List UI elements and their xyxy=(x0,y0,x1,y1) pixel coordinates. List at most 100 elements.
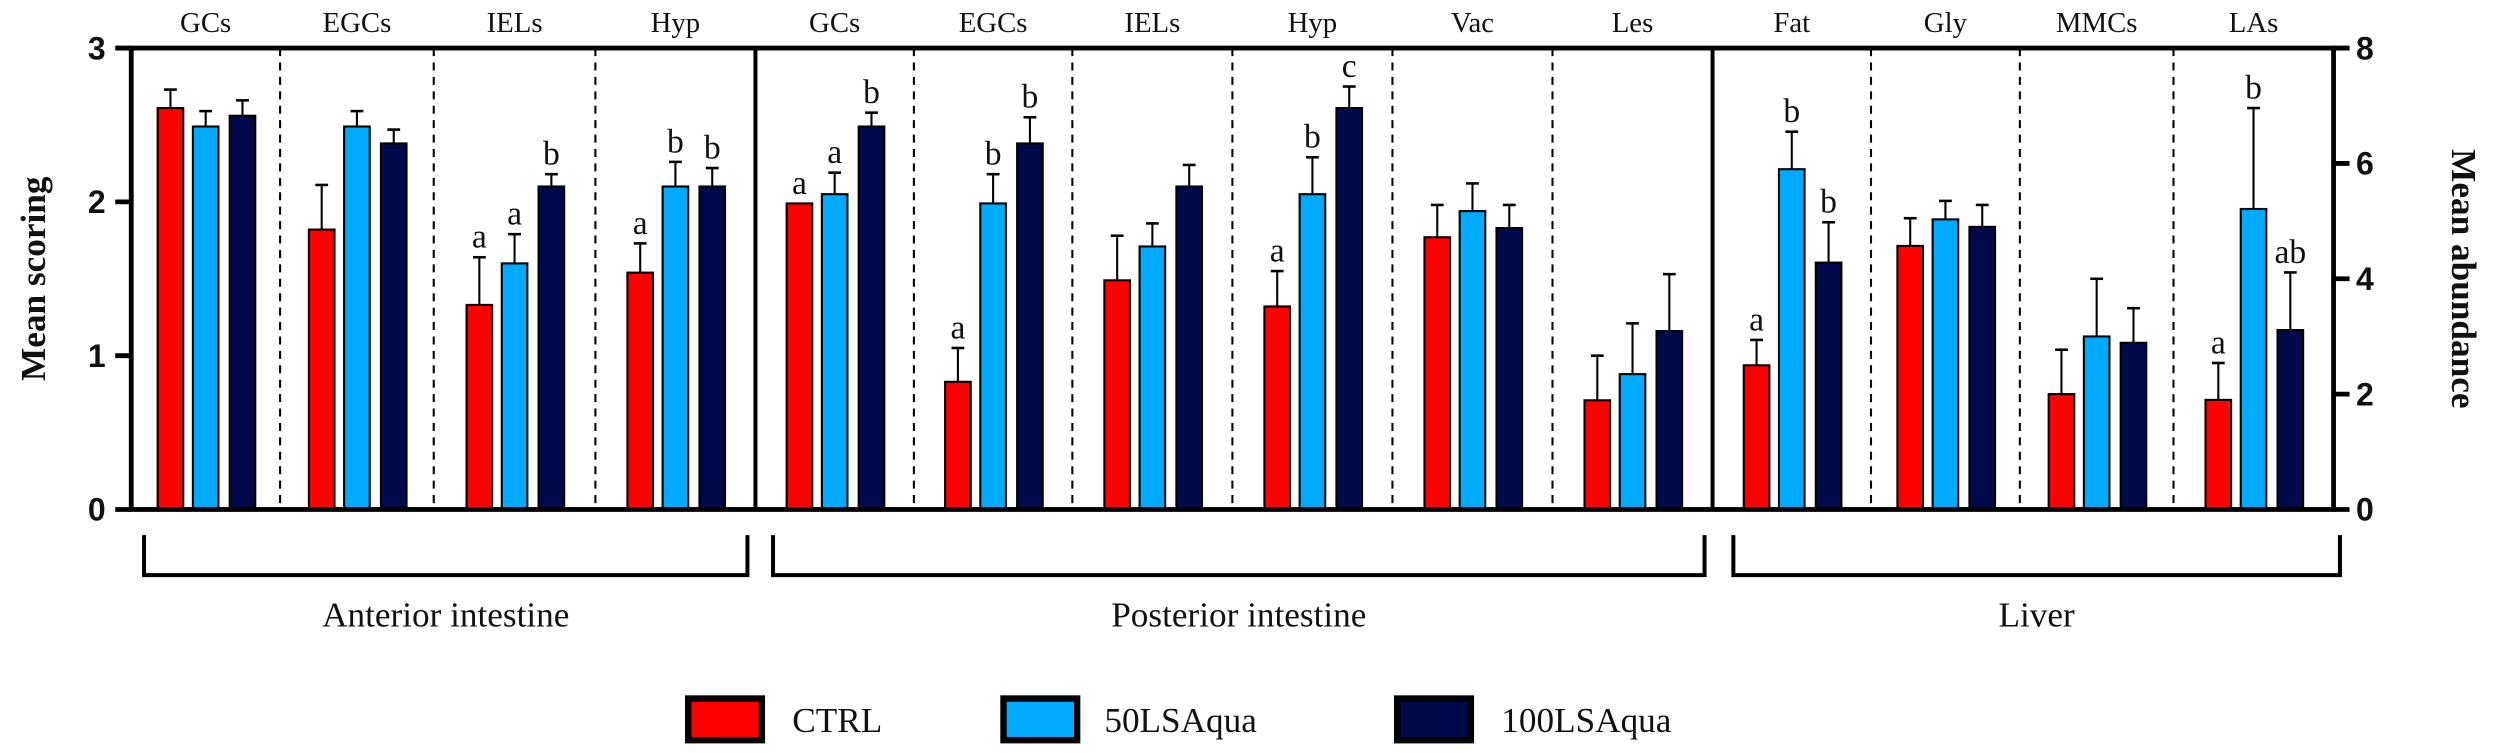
bar-ctrl xyxy=(1103,279,1132,511)
bar-100lsaqua xyxy=(379,142,408,511)
bar-100lsaqua xyxy=(1175,185,1204,511)
bar-100lsaqua xyxy=(1335,107,1364,511)
bar-100lsaqua xyxy=(698,185,727,511)
significance-letter: b xyxy=(704,129,721,166)
bar-ctrl xyxy=(1583,399,1612,511)
legend-label: 50LSAqua xyxy=(1104,701,1257,740)
significance-letter: b xyxy=(2245,69,2262,106)
bar-50lsaqua xyxy=(1458,210,1487,511)
category-label: GCs xyxy=(809,7,860,39)
bar-50lsaqua xyxy=(1931,218,1960,511)
bar-ctrl xyxy=(1742,364,1771,511)
category-label: Fat xyxy=(1773,7,1810,39)
significance-letter: ab xyxy=(2274,234,2306,271)
bar-50lsaqua xyxy=(820,193,849,511)
group-bracket xyxy=(1731,535,2342,578)
y-right-tick-label: 6 xyxy=(2356,146,2374,182)
bar-100lsaqua xyxy=(1655,330,1684,511)
y-right-tick-label: 4 xyxy=(2356,261,2374,297)
bar-50lsaqua xyxy=(1138,245,1167,511)
significance-letter: c xyxy=(1342,48,1357,85)
significance-letter: a xyxy=(1749,301,1764,338)
y-left-tick-label: 1 xyxy=(88,338,106,374)
bar-50lsaqua xyxy=(1777,168,1806,511)
bar-100lsaqua xyxy=(1968,225,1997,511)
plot-frame xyxy=(128,45,2336,512)
y-right-tick-label: 0 xyxy=(2356,492,2374,528)
category-label: EGCs xyxy=(959,7,1028,39)
bar-50lsaqua xyxy=(343,125,371,511)
bar-50lsaqua xyxy=(661,185,690,511)
bar-50lsaqua xyxy=(2082,335,2111,511)
bar-50lsaqua xyxy=(979,202,1007,511)
legend-swatch xyxy=(1394,695,1475,744)
category-label: Hyp xyxy=(651,7,701,39)
bar-50lsaqua xyxy=(1298,193,1327,511)
significance-letter: b xyxy=(985,136,1002,173)
category-label: LAs xyxy=(2229,7,2279,39)
category-label: Les xyxy=(1612,7,1654,39)
bar-ctrl xyxy=(156,107,185,511)
significance-letter: a xyxy=(2211,324,2226,361)
bar-50lsaqua xyxy=(2239,207,2268,511)
bar-100lsaqua xyxy=(1016,142,1044,511)
y-left-tick-label: 2 xyxy=(88,184,106,220)
y-left-tick-label: 3 xyxy=(88,30,106,66)
y-right-tick-label: 8 xyxy=(2356,30,2374,66)
category-label: GCs xyxy=(180,7,231,39)
category-label: MMCs xyxy=(2056,7,2138,39)
bar-ctrl xyxy=(626,271,655,511)
bar-100lsaqua xyxy=(537,185,566,511)
significance-letter: b xyxy=(863,74,880,111)
bar-100lsaqua xyxy=(1814,261,1843,511)
category-label: Gly xyxy=(1924,7,1968,39)
legend-swatch xyxy=(685,695,766,744)
bar-100lsaqua xyxy=(1495,226,1524,511)
bar-ctrl xyxy=(1423,236,1452,511)
bar-ctrl xyxy=(1263,305,1292,511)
category-label: Vac xyxy=(1451,7,1494,39)
y-left-axis-title: Mean scoring xyxy=(14,176,53,381)
bar-100lsaqua xyxy=(857,125,886,511)
significance-letter: a xyxy=(472,219,487,256)
bar-100lsaqua xyxy=(2276,329,2305,511)
bar-50lsaqua xyxy=(191,125,220,511)
bar-ctrl xyxy=(307,228,336,511)
significance-letter: b xyxy=(1783,93,1800,130)
bar-ctrl xyxy=(944,380,972,511)
group-label: Liver xyxy=(1999,595,2076,634)
bar-ctrl xyxy=(465,303,494,511)
group-label: Posterior intestine xyxy=(1111,595,1366,634)
category-label: IELs xyxy=(487,7,543,39)
significance-letter: a xyxy=(827,134,842,171)
bar-50lsaqua xyxy=(1618,373,1647,511)
group-bracket xyxy=(142,535,750,578)
category-label: EGCs xyxy=(323,7,392,39)
y-right-tick-label: 2 xyxy=(2356,376,2374,412)
bar-100lsaqua xyxy=(2119,341,2148,511)
group-label: Anterior intestine xyxy=(322,595,569,634)
significance-letter: a xyxy=(950,309,965,346)
significance-letter: b xyxy=(667,123,684,160)
bar-50lsaqua xyxy=(500,262,529,511)
legend-label: 100LSAqua xyxy=(1501,701,1671,740)
y-right-axis-title: Mean abundance xyxy=(2444,149,2483,408)
significance-letter: b xyxy=(1304,119,1321,156)
bar-ctrl xyxy=(1896,244,1925,511)
significance-letter: b xyxy=(1022,79,1039,116)
bar-ctrl xyxy=(2047,393,2076,511)
significance-letter: b xyxy=(543,136,560,173)
group-bracket xyxy=(771,535,1707,578)
category-label: IELs xyxy=(1124,7,1180,39)
y-left-tick-label: 0 xyxy=(88,492,106,528)
bar-ctrl xyxy=(2204,398,2233,511)
significance-letter: a xyxy=(792,165,807,202)
category-label: Hyp xyxy=(1288,7,1338,39)
significance-letter: a xyxy=(633,205,648,242)
legend-swatch xyxy=(1000,695,1081,744)
bar-ctrl xyxy=(785,202,814,511)
legend-label: CTRL xyxy=(792,701,882,740)
significance-letter: a xyxy=(507,196,522,233)
bar-100lsaqua xyxy=(228,114,257,511)
